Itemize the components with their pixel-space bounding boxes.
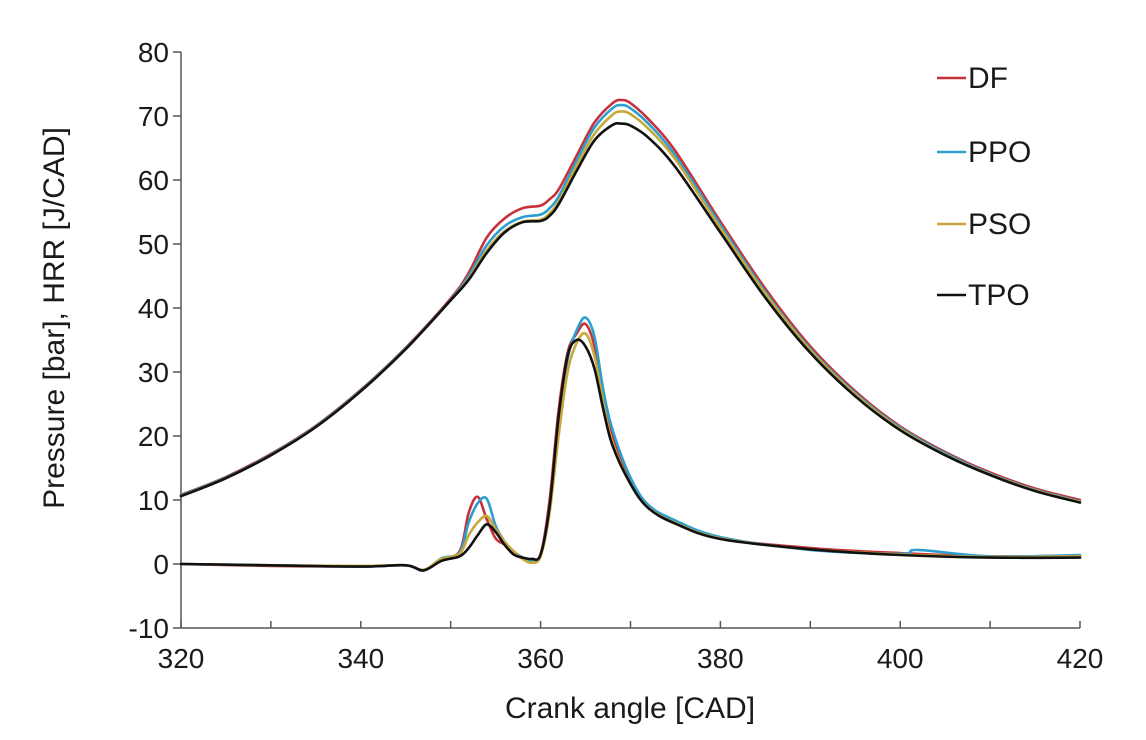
y-tick-label: 30 <box>138 357 169 388</box>
y-tick-label: 20 <box>138 421 169 452</box>
legend-label-tpo: TPO <box>968 279 1030 312</box>
x-tick-label: 420 <box>1057 643 1104 674</box>
x-tick-label: 320 <box>158 643 205 674</box>
y-tick-label: 80 <box>138 37 169 68</box>
y-tick-label: 50 <box>138 229 169 260</box>
legend-label-ppo: PPO <box>968 136 1031 169</box>
legend: DF PPO PSO TPO <box>937 62 1031 312</box>
series-df-pressure-line <box>179 98 1082 502</box>
x-tick-label: 340 <box>337 643 384 674</box>
x-axis-title: Crank angle [CAD] <box>505 692 755 725</box>
x-tick-label: 400 <box>877 643 924 674</box>
series-ppo-pressure-line <box>179 103 1082 503</box>
series-df-hrr-line <box>179 322 1082 572</box>
y-tick-label: 0 <box>153 549 169 580</box>
legend-label-pso: PSO <box>968 208 1031 241</box>
plot-area <box>179 98 1082 572</box>
y-axis-title: Pressure [bar], HRR [J/CAD] <box>38 127 71 509</box>
x-axis-ticks: 320 340 360 380 400 420 <box>158 621 1104 674</box>
y-tick-label: 10 <box>138 485 169 516</box>
y-tick-label: 60 <box>138 165 169 196</box>
series-tpo-pressure-line <box>179 121 1082 504</box>
y-tick-label: 70 <box>138 101 169 132</box>
legend-label-df: DF <box>968 62 1008 95</box>
x-tick-label: 380 <box>697 643 744 674</box>
series-ppo-hrr-line <box>179 316 1082 572</box>
series-tpo-hrr-line <box>179 338 1082 572</box>
y-tick-label: 40 <box>138 293 169 324</box>
series-pso-pressure-line <box>179 110 1082 504</box>
y-tick-label: -10 <box>129 613 169 644</box>
x-tick-label: 360 <box>517 643 564 674</box>
y-axis-ticks: -10 0 10 20 30 40 50 60 70 80 <box>129 37 181 644</box>
